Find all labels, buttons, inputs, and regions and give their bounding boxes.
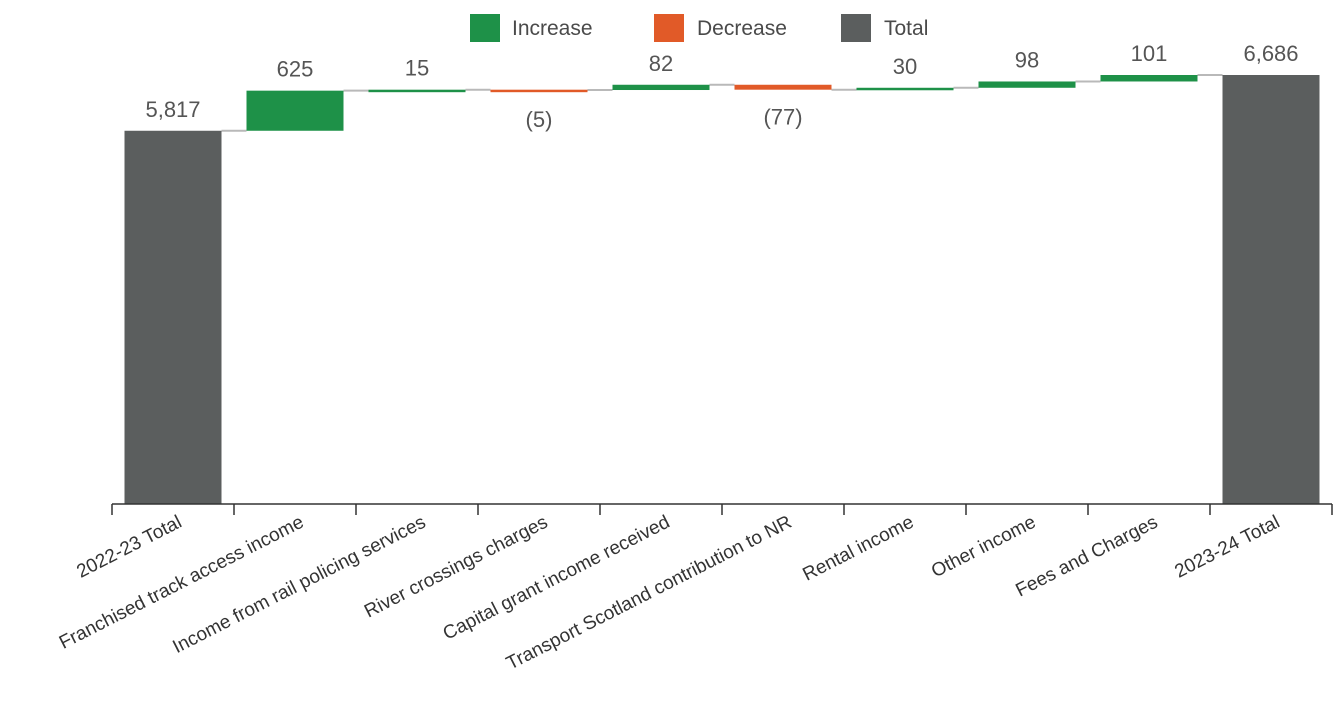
data-label: 98 [1015,47,1039,72]
x-tick-label: Capital grant income received [440,512,673,645]
bar [1100,75,1198,82]
x-tick-label: Other income [928,512,1039,582]
legend: Increase Decrease Total [470,14,928,42]
x-tick-label: 2023-24 Total [1171,512,1283,583]
bar [246,90,344,131]
data-label: 625 [277,57,314,82]
legend-label-decrease: Decrease [697,17,787,40]
data-label: 5,817 [145,97,200,122]
x-tick-label: 2022-23 Total [73,512,185,583]
bar [978,81,1076,88]
bar [612,84,710,91]
legend-label-total: Total [884,17,928,40]
data-label: 15 [405,56,429,81]
data-label: 101 [1131,41,1168,66]
bar [490,89,588,93]
bar [124,130,222,504]
data-label: (5) [526,107,553,132]
legend-swatch-decrease [654,14,684,42]
bar [734,84,832,90]
data-label: 30 [893,54,917,79]
bar [368,89,466,93]
legend-label-increase: Increase [512,17,593,40]
legend-swatch-increase [470,14,500,42]
x-tick-label: Rental income [800,512,918,586]
data-label: 6,686 [1243,41,1298,66]
data-label: 82 [649,51,673,76]
bar [856,87,954,91]
bar [1222,75,1320,504]
plot-area: 5,817 625 15 (5) 82 (77) 30 98 101 6,686 2022-23 T… [56,41,1333,674]
data-label: (77) [763,105,802,130]
legend-swatch-total [841,14,871,42]
